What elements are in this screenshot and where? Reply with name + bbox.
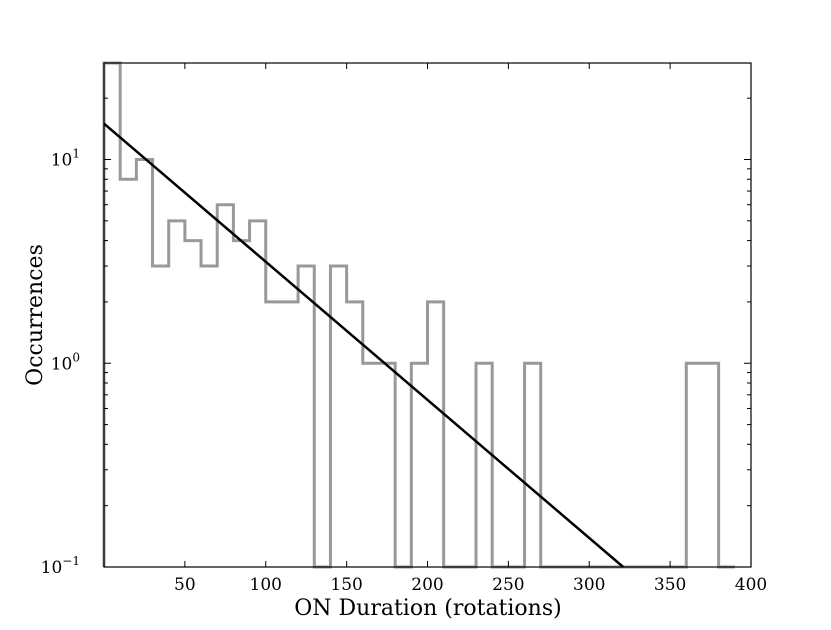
x-axis-label: ON Duration (rotations): [294, 596, 561, 621]
x-tick-label: 100: [250, 575, 282, 595]
x-tick-label: 200: [411, 575, 443, 595]
y-tick-label: 101: [51, 147, 80, 171]
fit-line: [103, 122, 625, 568]
x-tick-label: 300: [573, 575, 605, 595]
plot-area: [102, 61, 735, 569]
x-tick-label: 250: [492, 575, 524, 595]
x-tick-label: 50: [174, 575, 196, 595]
x-tick-label: 400: [735, 575, 767, 595]
histogram-outline: [102, 61, 735, 569]
x-tick-label: 350: [654, 575, 686, 595]
y-axis-label: Occurrences: [23, 244, 48, 386]
y-tick-label: 100: [51, 350, 80, 374]
x-tick-label: 150: [330, 575, 362, 595]
axis-ticks: 50 100 150 200 250 300 350 400 10−1 100 101: [41, 62, 767, 595]
y-tick-label: 10−1: [41, 554, 80, 578]
